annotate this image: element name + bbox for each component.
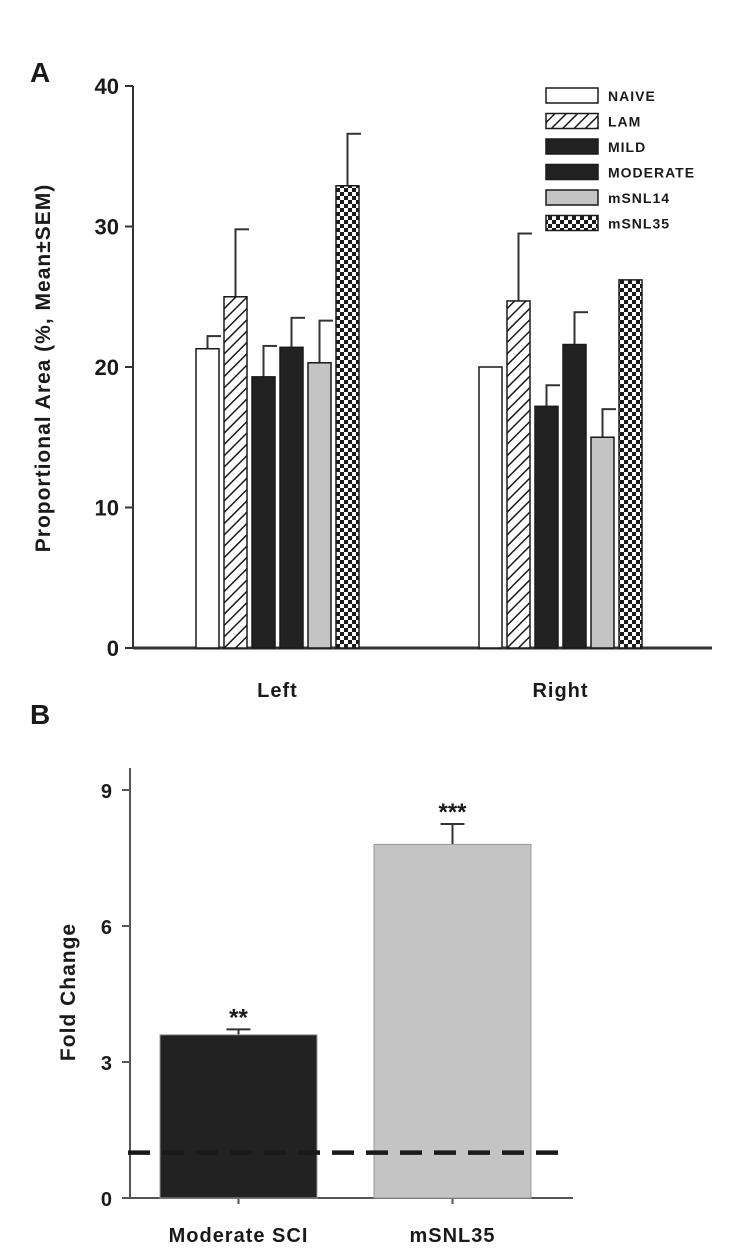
- legend-label: mSNL35: [608, 216, 670, 232]
- legend-swatch: [545, 214, 599, 232]
- panel-a-bar: [195, 347, 220, 649]
- panel-b-bar: [373, 843, 532, 1199]
- panel-a-bar: [279, 346, 304, 649]
- panel-b-x-tick-label: Moderate SCI: [169, 1225, 309, 1247]
- panel-b-x-tick-label: mSNL35: [409, 1225, 495, 1247]
- legend-swatch: [545, 112, 599, 130]
- legend-label: NAIVE: [608, 88, 656, 104]
- legend-swatch: [545, 87, 599, 104]
- panel-a-y-tick-label: 20: [95, 355, 119, 380]
- panel-a-bar: [590, 436, 615, 649]
- panel-a-bar: [562, 343, 587, 649]
- panel-a-x-tick-label: Left: [257, 680, 298, 702]
- legend-swatch: [545, 138, 599, 155]
- legend-swatch: [545, 163, 599, 181]
- panel-a-y-tick-label: 30: [95, 215, 119, 240]
- panel-a: A 0 10 20 30 40 Left Right NAIVE LAM MILD MODERAT…: [30, 57, 712, 702]
- panel-b-y-tick-label: 6: [101, 917, 112, 939]
- panel-b-y-axis-title: Fold Change: [57, 923, 80, 1061]
- panel-b-bar: [159, 1034, 318, 1199]
- legend-label: MODERATE: [608, 165, 695, 181]
- panel-letter-a: A: [30, 57, 50, 88]
- panel-a-x-tick-label: Right: [532, 680, 588, 702]
- panel-a-bar: [307, 362, 332, 649]
- panel-a-bar: [335, 185, 360, 649]
- panel-a-bars: [195, 132, 643, 649]
- panel-a-y-tick-label: 10: [95, 496, 119, 521]
- panel-a-bar: [506, 300, 531, 649]
- panel-b-significance-label: ***: [438, 799, 467, 826]
- panel-a-y-axis-title: Proportional Area (%, Mean±SEM): [32, 184, 55, 552]
- panel-a-bar: [534, 405, 559, 649]
- panel-b-y-tick-label: 0: [101, 1189, 112, 1211]
- panel-a-bar: [478, 366, 503, 649]
- panel-a-bar: [251, 376, 276, 649]
- legend-swatch: [545, 189, 599, 206]
- legend-label: LAM: [608, 114, 641, 130]
- panel-b-bars: *****: [128, 799, 568, 1199]
- panel-a-legend: NAIVE LAM MILD MODERATE mSNL14 mSNL35: [545, 87, 695, 232]
- panel-a-y-tick-label: 40: [95, 74, 119, 99]
- panel-a-bar: [618, 279, 643, 649]
- panel-b-y-tick-label: 3: [101, 1053, 112, 1075]
- legend-label: MILD: [608, 139, 646, 155]
- panel-b-y-tick-label: 9: [101, 781, 112, 803]
- legend-label: mSNL14: [608, 190, 670, 206]
- panel-letter-b: B: [30, 699, 50, 730]
- panel-b-significance-label: **: [229, 1004, 248, 1031]
- panel-a-y-tick-label: 0: [107, 636, 119, 661]
- panel-a-bar: [223, 296, 248, 649]
